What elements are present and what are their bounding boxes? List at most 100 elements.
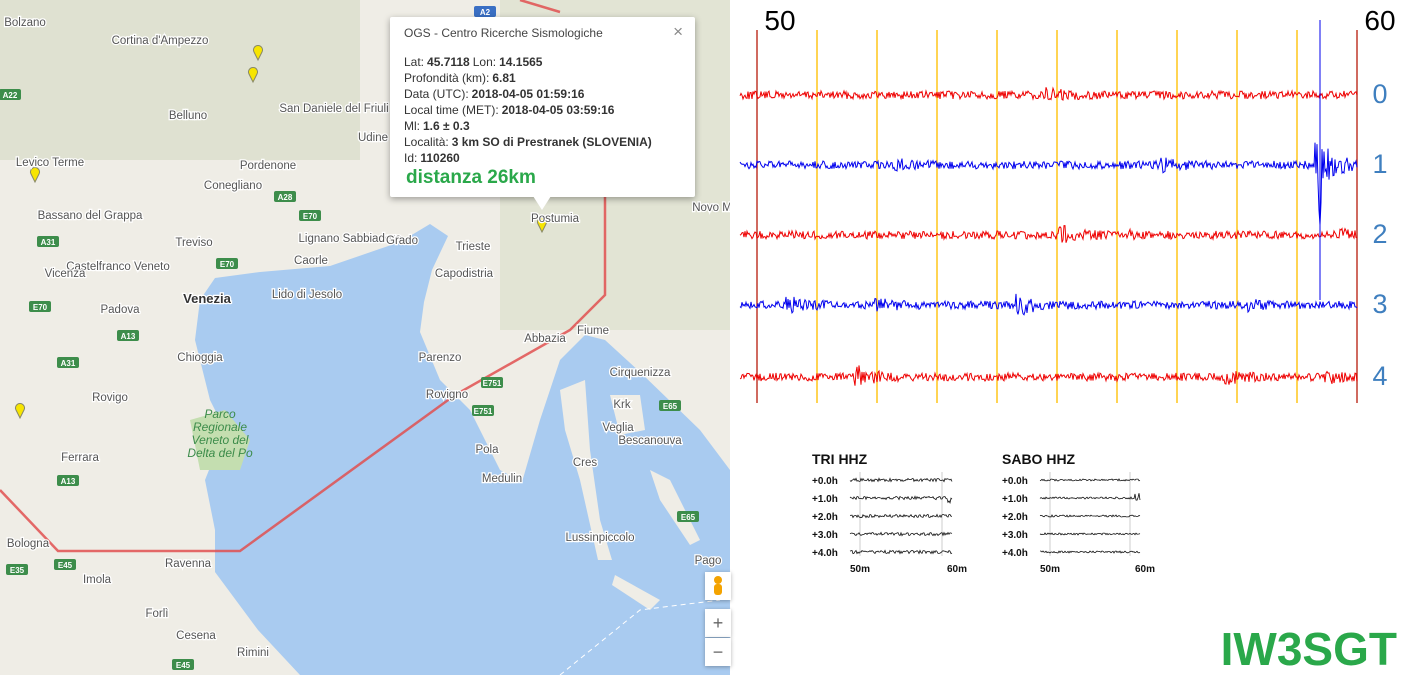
field-label: Lon:: [472, 55, 497, 69]
road-label: E65: [681, 513, 696, 522]
trace-label: 4: [1372, 361, 1387, 391]
place-label: Rovigno: [426, 389, 468, 401]
zoom-out[interactable]: −: [705, 638, 731, 666]
trace-label: 2: [1372, 219, 1387, 249]
marker: [30, 167, 40, 184]
thumb-row-label: +2.0h: [1002, 512, 1028, 523]
close-button[interactable]: ×: [673, 22, 683, 41]
road-label: A28: [278, 193, 293, 202]
thumb-row-label: +0.0h: [1002, 476, 1028, 487]
marker: [253, 45, 263, 62]
place-label: Bologna: [7, 538, 50, 550]
seismic-trace: [739, 142, 1358, 226]
field-value: 14.1565: [499, 55, 543, 69]
place-label: Medulin: [482, 473, 522, 485]
place-label: Rovigo: [92, 392, 128, 404]
place-label: Forlì: [146, 608, 169, 620]
field-value: 2018-04-05 03:59:16: [501, 103, 615, 117]
place-label: Venezia: [183, 291, 231, 306]
popup-row: Id: 110260: [404, 151, 463, 165]
field-label: Località:: [404, 135, 449, 149]
marker: [15, 403, 25, 420]
border-dash: [559, 599, 721, 675]
islands: [560, 380, 700, 610]
park-label: Delta del Po: [187, 446, 253, 460]
park-label: Veneto del: [192, 433, 249, 447]
road-shield: [299, 210, 321, 221]
place-label: Castelfranco Veneto: [66, 261, 170, 273]
field-value: 110260: [420, 151, 460, 165]
thumb-trace: [849, 513, 953, 519]
road-label: E35: [10, 566, 25, 575]
seismic-trace: [739, 86, 1358, 101]
road-label: A22: [3, 91, 18, 100]
field-label: Ml:: [404, 119, 420, 133]
seismic-trace: [739, 225, 1358, 243]
field-label: Local time (MET):: [404, 103, 499, 117]
popup: OGS - Centro Ricerche Sismologiche × Lat…: [390, 17, 695, 197]
trace-label: 3: [1372, 289, 1387, 319]
pegman[interactable]: [705, 572, 731, 600]
marker: [248, 67, 258, 84]
place-label: Levico Terme: [16, 157, 84, 169]
place-label: Imola: [83, 574, 112, 586]
mountains: [0, 0, 360, 160]
place-label: Vicenza: [45, 268, 86, 280]
road-shield: [37, 236, 59, 247]
thumb-end: 60m: [1135, 564, 1155, 575]
road-shield: [474, 6, 496, 17]
thumb-row-label: +2.0h: [812, 512, 838, 523]
thumb-trace: [849, 477, 953, 483]
place-label: Pordenone: [240, 160, 296, 172]
place-label: Novo M: [692, 202, 732, 214]
place-label: Grado: [386, 235, 418, 247]
distance: distanza 26km: [406, 167, 536, 188]
road-shield: [472, 405, 494, 416]
road-shield: [29, 301, 51, 312]
place-label: Treviso: [175, 237, 212, 249]
thumb-title: SABO HHZ: [1002, 451, 1076, 467]
time-start: 50: [764, 5, 795, 36]
popup-row: Profondità (km): 6.81: [404, 71, 519, 85]
road-label: E70: [33, 303, 48, 312]
place-label: Cirquenizza: [610, 367, 671, 379]
seismo-bg: [730, 0, 1407, 675]
road-label: E70: [220, 260, 235, 269]
thumb-trace: [1039, 532, 1141, 536]
road-label: A31: [41, 238, 56, 247]
road-shield: [57, 357, 79, 368]
place-label: Rimini: [237, 647, 269, 659]
place-label: Fiume: [577, 325, 609, 337]
road-shield: [117, 330, 139, 341]
lagoon: [205, 300, 235, 360]
seismic-trace: [739, 365, 1358, 386]
thumb-end: 60m: [947, 564, 967, 575]
place-label: Krk: [613, 399, 631, 411]
thumb-trace: [849, 549, 953, 555]
zoom-in[interactable]: +: [705, 609, 731, 637]
road-label: E751: [474, 407, 493, 416]
road-shield: [54, 559, 76, 570]
field-value: 45.7118: [427, 55, 470, 69]
thumb-row-label: +1.0h: [1002, 494, 1028, 505]
sea: [195, 224, 730, 675]
field-label: Id:: [404, 151, 418, 165]
popup-title: OGS - Centro Ricerche Sismologiche: [404, 26, 603, 40]
road-label: A13: [61, 477, 76, 486]
thumb-row-label: +3.0h: [812, 530, 838, 541]
place-label: Abbazia: [524, 333, 566, 345]
field-label: Data (UTC):: [404, 87, 469, 101]
place-label: Parenzo: [419, 352, 462, 364]
place-label: Chioggia: [177, 352, 223, 364]
road-shield: [57, 475, 79, 486]
popup-row: Località: 3 km SO di Prestranek (SLOVENIA…: [404, 135, 655, 149]
road-label: A2: [480, 8, 491, 17]
road-shield: [274, 191, 296, 202]
park-area: [190, 410, 250, 470]
place-label: Lido di Jesolo: [272, 289, 342, 301]
field-value: 3 km SO di Prestranek (SLOVENIA): [451, 135, 652, 149]
thumb-start: 50m: [850, 564, 870, 575]
road-label: E751: [483, 379, 502, 388]
